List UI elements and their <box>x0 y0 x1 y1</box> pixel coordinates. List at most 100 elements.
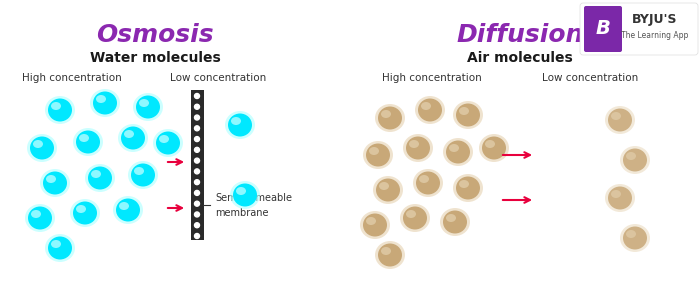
Circle shape <box>195 104 200 109</box>
Ellipse shape <box>139 99 149 107</box>
Ellipse shape <box>27 134 57 162</box>
Ellipse shape <box>440 208 470 236</box>
Ellipse shape <box>76 130 100 153</box>
Ellipse shape <box>446 140 470 164</box>
Ellipse shape <box>626 230 636 238</box>
Ellipse shape <box>116 198 140 221</box>
Ellipse shape <box>623 148 647 171</box>
Ellipse shape <box>236 187 246 195</box>
Circle shape <box>195 180 200 185</box>
Ellipse shape <box>369 147 379 155</box>
Ellipse shape <box>134 167 144 175</box>
Ellipse shape <box>403 134 433 162</box>
Ellipse shape <box>30 137 54 160</box>
Ellipse shape <box>85 164 115 192</box>
Circle shape <box>195 94 200 99</box>
Text: High concentration: High concentration <box>22 73 122 83</box>
Circle shape <box>195 169 200 174</box>
Ellipse shape <box>378 106 402 130</box>
Text: The Learning App: The Learning App <box>622 31 689 40</box>
Ellipse shape <box>381 247 391 255</box>
Ellipse shape <box>453 101 483 129</box>
Ellipse shape <box>620 146 650 174</box>
Ellipse shape <box>133 93 163 121</box>
Ellipse shape <box>482 137 506 160</box>
Ellipse shape <box>623 226 647 250</box>
Ellipse shape <box>43 171 67 194</box>
Circle shape <box>195 234 200 239</box>
Ellipse shape <box>449 144 459 152</box>
Ellipse shape <box>128 161 158 189</box>
Ellipse shape <box>88 167 112 189</box>
Ellipse shape <box>375 104 405 132</box>
Ellipse shape <box>375 241 405 269</box>
Ellipse shape <box>28 207 52 230</box>
Ellipse shape <box>416 171 440 194</box>
Bar <box>191 90 204 240</box>
Ellipse shape <box>153 129 183 157</box>
Ellipse shape <box>381 110 391 118</box>
Text: Low concentration: Low concentration <box>542 73 638 83</box>
Ellipse shape <box>40 169 70 197</box>
Text: Diffusion: Diffusion <box>456 23 584 47</box>
Ellipse shape <box>479 134 509 162</box>
Text: membrane: membrane <box>215 208 269 218</box>
Ellipse shape <box>48 99 72 121</box>
Ellipse shape <box>363 141 393 169</box>
Ellipse shape <box>366 144 390 167</box>
FancyBboxPatch shape <box>580 3 698 55</box>
Ellipse shape <box>96 95 106 103</box>
Ellipse shape <box>421 102 431 110</box>
Ellipse shape <box>400 204 430 232</box>
Ellipse shape <box>119 202 129 210</box>
Ellipse shape <box>378 244 402 266</box>
Ellipse shape <box>233 183 257 207</box>
Text: B: B <box>596 19 610 38</box>
Ellipse shape <box>379 182 389 190</box>
Text: Low concentration: Low concentration <box>170 73 266 83</box>
Ellipse shape <box>376 178 400 201</box>
Ellipse shape <box>456 176 480 200</box>
Circle shape <box>195 212 200 217</box>
Ellipse shape <box>415 96 445 124</box>
Ellipse shape <box>605 184 635 212</box>
Ellipse shape <box>136 96 160 119</box>
Ellipse shape <box>156 132 180 155</box>
Text: Air molecules: Air molecules <box>467 51 573 65</box>
Ellipse shape <box>406 210 416 218</box>
Ellipse shape <box>124 130 134 138</box>
Ellipse shape <box>113 196 143 224</box>
Ellipse shape <box>231 117 241 125</box>
Ellipse shape <box>159 135 169 143</box>
Ellipse shape <box>418 99 442 121</box>
Ellipse shape <box>33 140 43 148</box>
Ellipse shape <box>79 134 89 142</box>
Ellipse shape <box>131 164 155 187</box>
Ellipse shape <box>608 108 632 132</box>
Ellipse shape <box>93 92 117 114</box>
Ellipse shape <box>360 211 390 239</box>
Ellipse shape <box>453 174 483 202</box>
Ellipse shape <box>413 169 443 197</box>
Ellipse shape <box>403 207 427 230</box>
Circle shape <box>195 126 200 131</box>
Ellipse shape <box>608 187 632 210</box>
Ellipse shape <box>70 199 100 227</box>
Circle shape <box>195 223 200 228</box>
Ellipse shape <box>230 181 260 209</box>
Text: BYJU'S: BYJU'S <box>632 13 678 26</box>
Ellipse shape <box>406 137 430 160</box>
Text: High concentration: High concentration <box>382 73 482 83</box>
Ellipse shape <box>446 214 456 222</box>
Circle shape <box>195 137 200 142</box>
Ellipse shape <box>620 224 650 252</box>
Ellipse shape <box>443 138 473 166</box>
Ellipse shape <box>45 234 75 262</box>
Ellipse shape <box>228 114 252 137</box>
Ellipse shape <box>118 124 148 152</box>
Circle shape <box>195 191 200 195</box>
Circle shape <box>195 115 200 120</box>
Circle shape <box>195 158 200 163</box>
Ellipse shape <box>73 201 97 225</box>
Text: Osmosis: Osmosis <box>96 23 214 47</box>
